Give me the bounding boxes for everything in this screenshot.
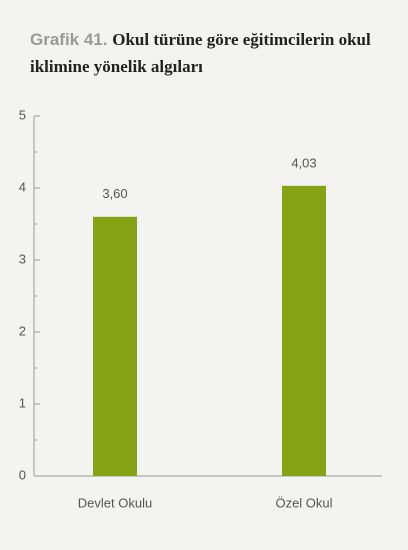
x-tick-label: Devlet Okulu — [78, 495, 152, 510]
y-tick-label: 1 — [19, 395, 26, 410]
value-label: 4,03 — [291, 155, 316, 170]
y-tick-label: 5 — [19, 107, 26, 122]
y-tick-label: 2 — [19, 323, 26, 338]
y-tick-label: 3 — [19, 251, 26, 266]
y-tick-label: 4 — [19, 179, 26, 194]
bar — [93, 216, 137, 477]
bar — [282, 185, 326, 476]
title-block: Grafik 41. Okul türüne göre eğitimcileri… — [30, 26, 400, 80]
title-box: Grafik 41. Okul türüne göre eğitimcileri… — [30, 26, 400, 80]
chart-title: Okul türüne göre eğitimcilerin okul ikli… — [30, 30, 371, 76]
chart-label: Grafik 41. — [30, 30, 108, 49]
value-label: 3,60 — [102, 186, 127, 201]
y-tick-label: 0 — [19, 467, 26, 482]
x-tick-label: Özel Okul — [275, 495, 332, 510]
